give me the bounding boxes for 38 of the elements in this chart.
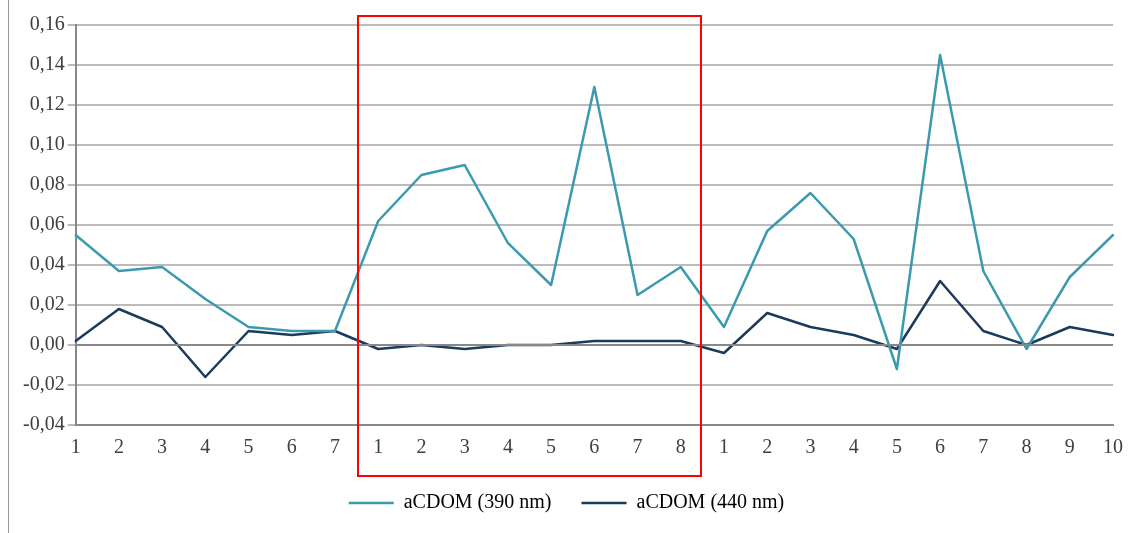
x-tick-label: 5	[546, 435, 557, 458]
y-tick-label: 0,08	[29, 172, 65, 195]
x-tick-label: 7	[330, 435, 340, 458]
x-tick-label: 2	[113, 435, 124, 458]
x-tick-label: 1	[373, 435, 384, 458]
x-tick-label: 3	[805, 435, 816, 458]
y-tick-label: 0,02	[29, 292, 65, 315]
x-tick-label: 2	[762, 435, 773, 458]
x-tick-label: 6	[589, 435, 600, 458]
x-tick-label: 9	[1064, 435, 1075, 458]
y-tick-label: -0,02	[22, 372, 65, 395]
y-tick-label: 0,06	[29, 212, 65, 235]
y-tick-label: 0,16	[29, 12, 65, 35]
x-tick-label: 8	[1021, 435, 1032, 458]
y-tick-label: 0,04	[29, 252, 65, 275]
y-tick-label: 0,00	[29, 332, 65, 355]
x-tick-label: 10	[1103, 435, 1123, 458]
y-tick-label: 0,12	[29, 92, 65, 115]
x-tick-label: 7	[632, 435, 643, 458]
y-tick-label: -0,04	[22, 412, 65, 435]
x-tick-label: 6	[935, 435, 946, 458]
x-tick-label: 4	[200, 435, 211, 458]
x-tick-label: 4	[848, 435, 859, 458]
x-tick-label: 1	[70, 435, 81, 458]
x-tick-label: 5	[243, 435, 254, 458]
x-tick-label: 7	[978, 435, 989, 458]
legend-label: aCDOM (390 nm)	[403, 490, 552, 514]
x-tick-label: 3	[157, 435, 168, 458]
x-tick-label: 2	[416, 435, 427, 458]
legend-label: aCDOM (440 nm)	[636, 490, 785, 514]
x-tick-label: 3	[459, 435, 470, 458]
x-tick-label: 5	[891, 435, 902, 458]
y-tick-label: 0,14	[29, 52, 65, 75]
x-tick-label: 4	[502, 435, 513, 458]
x-tick-label: 1	[719, 435, 729, 458]
y-tick-label: 0,10	[29, 132, 65, 155]
x-tick-label: 8	[675, 435, 686, 458]
x-tick-label: 6	[286, 435, 297, 458]
